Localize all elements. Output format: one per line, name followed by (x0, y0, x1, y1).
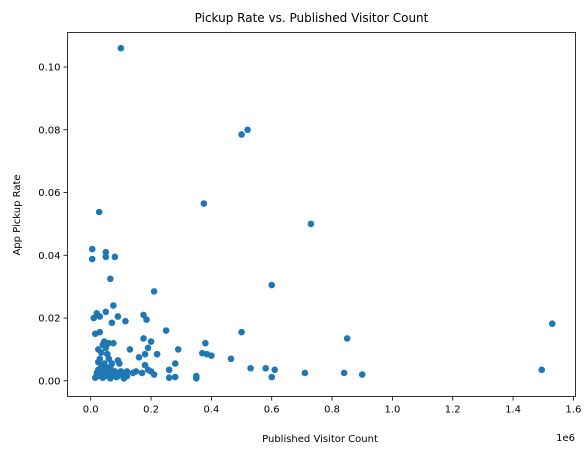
data-point (97, 349, 105, 356)
data-point (110, 302, 117, 309)
data-point (143, 316, 150, 323)
data-point (141, 350, 149, 358)
y-axis-ticks: 0.00 0.02 0.04 0.06 0.08 0.10 (38, 63, 68, 387)
data-point (144, 344, 152, 352)
data-point (110, 339, 117, 347)
chart-title: Pickup Rate vs. Published Visitor Count (195, 11, 429, 25)
x-tick-label: 1.2 (445, 405, 461, 416)
data-point (538, 366, 546, 374)
data-point (107, 275, 114, 283)
data-point (153, 350, 161, 358)
data-point (105, 339, 113, 347)
data-point (262, 364, 269, 372)
data-point (165, 366, 173, 374)
data-point (116, 360, 123, 367)
data-point (88, 245, 96, 253)
data-point (96, 313, 104, 320)
y-tick-label: 0.00 (38, 376, 60, 387)
data-point (165, 374, 173, 381)
x-tick-label: 1.0 (384, 405, 400, 416)
data-point (238, 131, 245, 138)
x-tick-label: 0.4 (203, 405, 219, 416)
data-point (91, 330, 99, 338)
data-point (268, 281, 276, 289)
data-point (91, 374, 99, 381)
data-point (105, 355, 113, 363)
data-point (202, 339, 209, 347)
data-point (99, 364, 107, 372)
data-point (307, 220, 315, 228)
x-tick-label: 0.6 (264, 405, 280, 416)
data-point (102, 344, 110, 352)
data-point (102, 308, 110, 316)
data-point (171, 373, 179, 381)
data-point (301, 369, 309, 377)
plot-frame (67, 32, 576, 397)
x-axis-offset-label: 1e6 (556, 433, 575, 444)
data-point (117, 44, 125, 52)
x-tick-label: 1.6 (565, 405, 581, 416)
data-point (171, 360, 179, 367)
x-tick-label: 1.4 (505, 405, 521, 416)
y-tick-label: 0.08 (38, 125, 60, 136)
data-point (120, 375, 128, 382)
x-tick-label: 0.0 (83, 405, 99, 416)
data-point (244, 126, 251, 134)
data-point (358, 371, 366, 378)
y-tick-label: 0.04 (38, 251, 60, 262)
y-tick-label: 0.02 (38, 314, 60, 325)
data-point (108, 319, 116, 327)
data-point (227, 355, 235, 363)
data-point (90, 314, 98, 322)
data-point (268, 373, 276, 381)
data-point (111, 253, 119, 261)
data-point (200, 200, 208, 207)
data-point (147, 338, 155, 345)
data-point (193, 375, 200, 382)
x-axis-ticks: 0.0 0.2 0.4 0.6 0.8 1.0 1.2 1.4 1.6 (83, 396, 581, 416)
y-axis-label: App Pickup Rate (12, 174, 23, 255)
data-point (135, 353, 143, 361)
data-point (340, 369, 348, 377)
data-point (110, 369, 117, 377)
data-points (88, 44, 556, 382)
x-tick-label: 0.8 (324, 405, 340, 416)
data-point (95, 208, 103, 216)
data-point (140, 311, 147, 319)
data-point (138, 369, 146, 377)
data-point (88, 255, 96, 263)
data-point (247, 364, 254, 372)
data-point (174, 346, 182, 353)
data-point (141, 361, 149, 369)
data-point (114, 313, 122, 320)
data-point (150, 371, 158, 378)
y-tick-label: 0.06 (38, 188, 60, 199)
data-point (271, 366, 279, 374)
data-point (548, 320, 556, 328)
data-point (343, 335, 351, 342)
data-point (126, 346, 134, 353)
data-point (102, 253, 110, 261)
data-point (162, 327, 170, 334)
data-point (122, 317, 129, 325)
data-point (102, 248, 110, 256)
x-tick-label: 0.2 (143, 405, 159, 416)
x-axis-label: Published Visitor Count (262, 434, 378, 445)
data-point (129, 369, 137, 377)
data-point (140, 335, 147, 342)
data-point (150, 288, 158, 295)
data-point (208, 352, 215, 360)
data-point (238, 328, 245, 336)
data-point (104, 371, 111, 378)
y-tick-label: 0.10 (38, 63, 60, 74)
